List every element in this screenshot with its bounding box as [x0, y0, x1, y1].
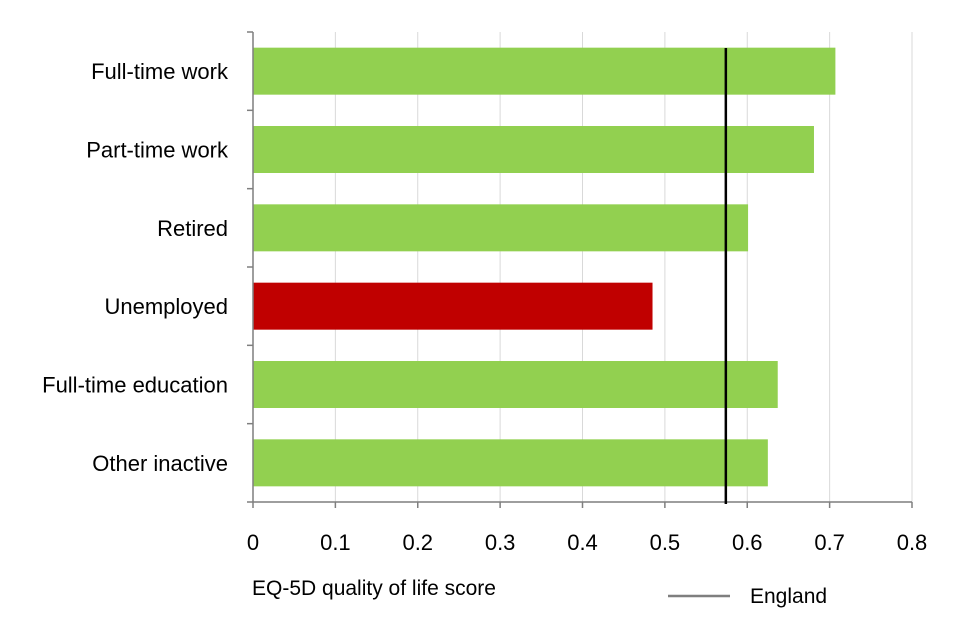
x-tick-label: 0.8 — [897, 530, 928, 555]
legend: England — [668, 585, 827, 608]
tick-labels: 0 0.1 0.2 0.3 0.4 0.5 0.6 0.7 0.8 — [247, 530, 927, 555]
category-label: Full-time work — [91, 59, 229, 84]
x-tick-label: 0 — [247, 530, 259, 555]
bar-unemployed — [253, 282, 653, 330]
axes — [247, 31, 913, 508]
category-label: Part-time work — [86, 138, 229, 163]
category-label: Retired — [157, 216, 228, 241]
category-label: Other inactive — [92, 451, 228, 476]
bar-full-time-education — [253, 361, 778, 408]
x-tick-label: 0.1 — [320, 530, 351, 555]
x-tick-label: 0.2 — [402, 530, 433, 555]
x-tick-label: 0.7 — [814, 530, 845, 555]
x-tick-label: 0.5 — [650, 530, 681, 555]
bar-other-inactive — [253, 439, 768, 487]
category-label: Unemployed — [104, 294, 228, 319]
x-tick-label: 0.6 — [732, 530, 763, 555]
bar-part-time-work — [253, 126, 814, 173]
gridlines — [334, 32, 913, 502]
category-label: Full-time education — [42, 373, 228, 398]
legend-label-england: England — [750, 585, 827, 608]
bar-retired — [253, 204, 749, 252]
x-tick-label: 0.4 — [567, 530, 598, 555]
bars — [253, 47, 836, 487]
x-tick-label: 0.3 — [485, 530, 516, 555]
x-axis-title: EQ-5D quality of life score — [252, 577, 496, 600]
bar-full-time-work — [253, 47, 836, 95]
category-labels: Full-time work Part-time work Retired Unemp… — [42, 59, 229, 476]
